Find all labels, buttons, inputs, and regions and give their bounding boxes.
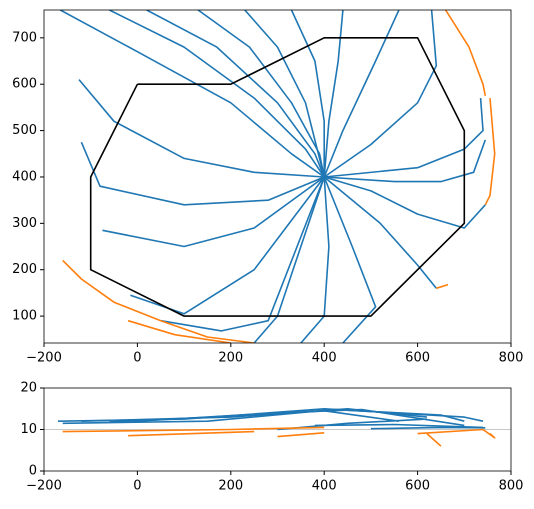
trajectory: [128, 430, 255, 437]
y-tick-label: 500: [12, 123, 37, 138]
trajectory: [62, 426, 325, 433]
plot-area: [44, 407, 511, 447]
trajectory: [127, 319, 231, 343]
trajectory: [300, 176, 330, 343]
trajectory: [244, 10, 325, 178]
x-tick-label: 200: [218, 351, 243, 366]
trajectory: [426, 433, 442, 447]
trajectory: [484, 98, 496, 206]
y-tick-label: 300: [12, 216, 37, 231]
trajectory: [323, 176, 437, 289]
trajectory: [146, 10, 325, 178]
trajectory: [324, 98, 484, 178]
trajectory: [417, 428, 496, 439]
trajectory: [324, 139, 487, 183]
y-tick-label: 400: [12, 169, 37, 184]
y-tick-label: 20: [20, 381, 37, 396]
trajectory: [290, 10, 326, 177]
trajectory: [197, 10, 325, 178]
y-tick-label: 0: [29, 464, 37, 479]
y-tick-label: 200: [12, 262, 37, 277]
x-tick-label: 0: [133, 479, 141, 494]
trajectory: [436, 283, 449, 290]
trajectory: [323, 176, 486, 229]
y-tick-label: 100: [12, 309, 37, 324]
trajectory: [323, 10, 400, 178]
y-tick-label: 700: [12, 30, 37, 45]
trajectory: [137, 408, 465, 427]
trajectory: [314, 423, 484, 429]
x-tick-label: 800: [499, 351, 524, 366]
trajectory: [323, 10, 438, 178]
trajectory: [78, 79, 325, 178]
plot-area: [59, 10, 496, 343]
axes-frame: [43, 9, 512, 344]
trajectory: [444, 10, 487, 96]
x-tick-label: 600: [405, 479, 430, 494]
x-tick-label: 800: [499, 479, 524, 494]
trajectory: [253, 176, 325, 343]
y-tick-label: 10: [20, 422, 37, 437]
trajectory: [102, 176, 325, 248]
trajectory: [277, 432, 325, 438]
x-tick-label: −200: [26, 479, 62, 494]
x-tick-label: 200: [218, 479, 243, 494]
trajectory: [323, 176, 377, 343]
x-tick-label: 600: [405, 351, 430, 366]
y-tick-label: 600: [12, 77, 37, 92]
trajectory: [130, 176, 325, 315]
trajectory: [109, 10, 325, 178]
trajectory: [323, 10, 344, 178]
trajectory: [62, 259, 255, 343]
x-tick-label: 400: [312, 351, 337, 366]
trajectory: [59, 10, 325, 178]
x-tick-label: −200: [26, 351, 62, 366]
trajectory: [370, 426, 486, 430]
x-tick-label: 400: [312, 479, 337, 494]
x-tick-label: 0: [133, 351, 141, 366]
trajectory: [160, 176, 325, 332]
trajectory: [89, 36, 466, 317]
